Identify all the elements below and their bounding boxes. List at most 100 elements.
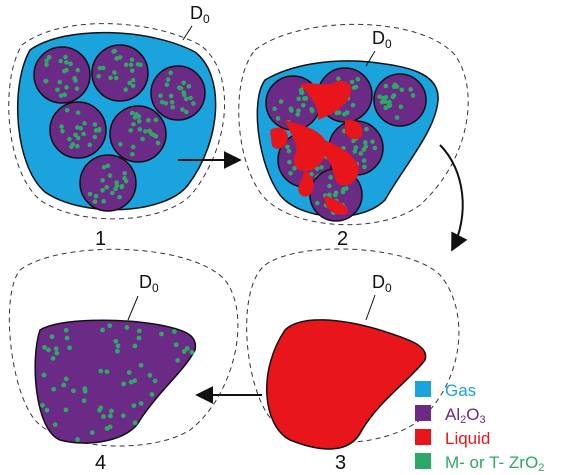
zro2-inclusion bbox=[132, 378, 138, 384]
zro2-inclusion bbox=[61, 382, 67, 388]
zro2-inclusion bbox=[184, 346, 190, 351]
zro2-inclusion bbox=[44, 58, 49, 63]
zro2-inclusion bbox=[78, 126, 84, 131]
zro2-inclusion bbox=[100, 65, 106, 71]
zro2-inclusion bbox=[101, 164, 107, 170]
legend: Gas Al2O3 Liquid M- or T- ZrO2 bbox=[415, 381, 544, 474]
zro2-inclusion bbox=[57, 79, 63, 85]
zro2-inclusion bbox=[278, 99, 284, 104]
zro2-inclusion bbox=[92, 122, 98, 127]
zro2-inclusion bbox=[82, 386, 88, 392]
zro2-inclusion bbox=[75, 143, 80, 149]
zro2-inclusion bbox=[96, 73, 101, 79]
stage-3-liquid-region bbox=[266, 319, 427, 450]
zro2-inclusion bbox=[114, 56, 119, 61]
zro2-inclusion bbox=[175, 357, 181, 363]
zro2-inclusion bbox=[63, 327, 69, 333]
stage-2-d0-outline bbox=[238, 23, 469, 226]
zro2-inclusion bbox=[100, 177, 105, 183]
zro2-inclusion bbox=[81, 398, 87, 404]
zro2-inclusion bbox=[272, 106, 277, 112]
zro2-inclusion bbox=[383, 99, 388, 105]
zro2-inclusion bbox=[82, 121, 87, 126]
zro2-inclusion bbox=[285, 144, 290, 150]
stage-3-d0-pointer bbox=[365, 294, 376, 321]
zro2-inclusion bbox=[300, 103, 306, 108]
zro2-inclusion bbox=[181, 349, 187, 354]
zro2-inclusion bbox=[62, 92, 68, 98]
zro2-inclusion bbox=[105, 163, 111, 169]
stage-3-number: 3 bbox=[335, 452, 346, 474]
zro2-inclusion bbox=[98, 368, 104, 374]
zro2-inclusion bbox=[104, 369, 110, 375]
zro2-inclusion bbox=[100, 327, 105, 333]
zro2-inclusion bbox=[50, 356, 56, 361]
zro2-inclusion bbox=[153, 117, 159, 123]
zro2-inclusion bbox=[54, 350, 60, 356]
zro2-inclusion bbox=[64, 60, 69, 65]
zro2-inclusion bbox=[87, 191, 93, 197]
zro2-inclusion bbox=[296, 96, 301, 102]
zro2-inclusion bbox=[349, 79, 355, 85]
zro2-inclusion bbox=[81, 131, 86, 137]
zro2-inclusion bbox=[387, 103, 393, 108]
zro2-inclusion bbox=[107, 424, 113, 430]
zro2-inclusion bbox=[155, 140, 161, 146]
zro2-inclusion bbox=[126, 370, 132, 375]
zro2-inclusion bbox=[97, 65, 103, 71]
zro2-inclusion bbox=[74, 125, 80, 130]
zro2-inclusion bbox=[132, 343, 138, 349]
stage-1-d0-pointer bbox=[182, 25, 193, 41]
zro2-inclusion bbox=[122, 170, 128, 176]
zro2-inclusion bbox=[104, 184, 109, 190]
zro2-inclusion bbox=[168, 70, 174, 76]
zro2-inclusion bbox=[68, 61, 73, 67]
zro2-inclusion bbox=[115, 343, 121, 349]
zro2-inclusion bbox=[186, 84, 192, 89]
zro2-inclusion bbox=[46, 347, 51, 353]
zro2-inclusion bbox=[188, 95, 193, 101]
zro2-inclusion bbox=[67, 136, 72, 142]
zro2-inclusion bbox=[152, 378, 158, 384]
zro2-inclusion bbox=[336, 76, 341, 81]
zro2-inclusion bbox=[109, 408, 114, 414]
zro2-inclusion bbox=[74, 86, 80, 91]
zro2-inclusion bbox=[183, 96, 189, 102]
stage-4-d0-outline bbox=[8, 248, 239, 447]
zro2-inclusion bbox=[391, 93, 397, 98]
zro2-inclusion bbox=[353, 84, 359, 90]
zro2-inclusion bbox=[410, 93, 416, 98]
zro2-inclusion bbox=[159, 331, 164, 337]
legend-swatch-al2o3 bbox=[415, 405, 431, 421]
al2o3-grain bbox=[49, 101, 107, 159]
zro2-inclusion bbox=[51, 386, 57, 392]
zro2-inclusion bbox=[58, 58, 63, 64]
zro2-inclusion bbox=[130, 83, 136, 89]
zro2-inclusion bbox=[113, 338, 119, 344]
zro2-inclusion bbox=[394, 115, 400, 120]
zro2-inclusion bbox=[60, 128, 65, 134]
zro2-inclusion bbox=[380, 95, 386, 101]
zro2-inclusion bbox=[353, 145, 359, 150]
zro2-inclusion bbox=[392, 82, 398, 88]
zro2-inclusion bbox=[387, 99, 392, 105]
zro2-inclusion bbox=[158, 93, 163, 98]
zro2-inclusion bbox=[44, 407, 50, 413]
legend-swatch-zro2 bbox=[415, 453, 431, 469]
zro2-inclusion bbox=[123, 87, 129, 92]
zro2-inclusion bbox=[127, 80, 132, 86]
zro2-inclusion bbox=[181, 90, 186, 95]
zro2-inclusion bbox=[43, 78, 49, 84]
zro2-inclusion bbox=[147, 372, 153, 378]
al2o3-grain bbox=[150, 65, 206, 121]
zro2-inclusion bbox=[164, 82, 170, 88]
stage-1-particle bbox=[109, 105, 167, 163]
zro2-inclusion bbox=[49, 334, 55, 340]
zro2-inclusion bbox=[129, 68, 135, 73]
zro2-inclusion bbox=[315, 200, 320, 206]
zro2-inclusion bbox=[173, 342, 179, 348]
zro2-inclusion bbox=[63, 54, 68, 60]
stage-1-number: 1 bbox=[95, 228, 106, 250]
zro2-inclusion bbox=[64, 85, 69, 90]
